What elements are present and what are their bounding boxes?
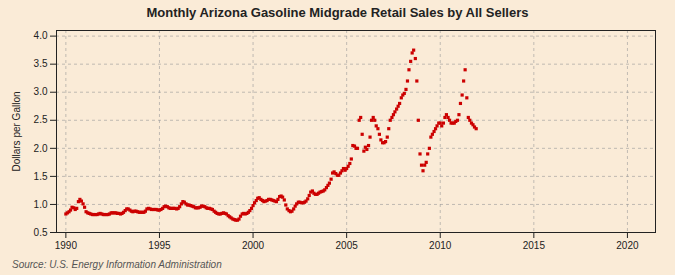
svg-text:1990: 1990 bbox=[55, 240, 78, 251]
svg-text:2005: 2005 bbox=[336, 240, 359, 251]
svg-text:3.5: 3.5 bbox=[34, 58, 48, 69]
html-text:Monthly Arizona Gasoline Midgr: Monthly Arizona Gasoline Midgrade Retail… bbox=[146, 5, 529, 20]
svg-text:2.5: 2.5 bbox=[34, 114, 48, 125]
svg-text:1.5: 1.5 bbox=[34, 171, 48, 182]
svg-text:0.5: 0.5 bbox=[34, 227, 48, 238]
svg-text:4.0: 4.0 bbox=[34, 30, 48, 41]
svg-text:2.0: 2.0 bbox=[34, 143, 48, 154]
svg-text:Dollars per Gallon: Dollars per Gallon bbox=[11, 91, 22, 171]
html-text:Source: U.S. Energy Informatio: Source: U.S. Energy Information Administ… bbox=[12, 259, 222, 270]
svg-text:2015: 2015 bbox=[523, 240, 546, 251]
svg-text:2010: 2010 bbox=[429, 240, 452, 251]
svg-text:3.0: 3.0 bbox=[34, 86, 48, 97]
svg-text:1995: 1995 bbox=[148, 240, 171, 251]
svg-text:2020: 2020 bbox=[616, 240, 639, 251]
svg-text:2000: 2000 bbox=[242, 240, 265, 251]
svg-text:1.0: 1.0 bbox=[34, 199, 48, 210]
